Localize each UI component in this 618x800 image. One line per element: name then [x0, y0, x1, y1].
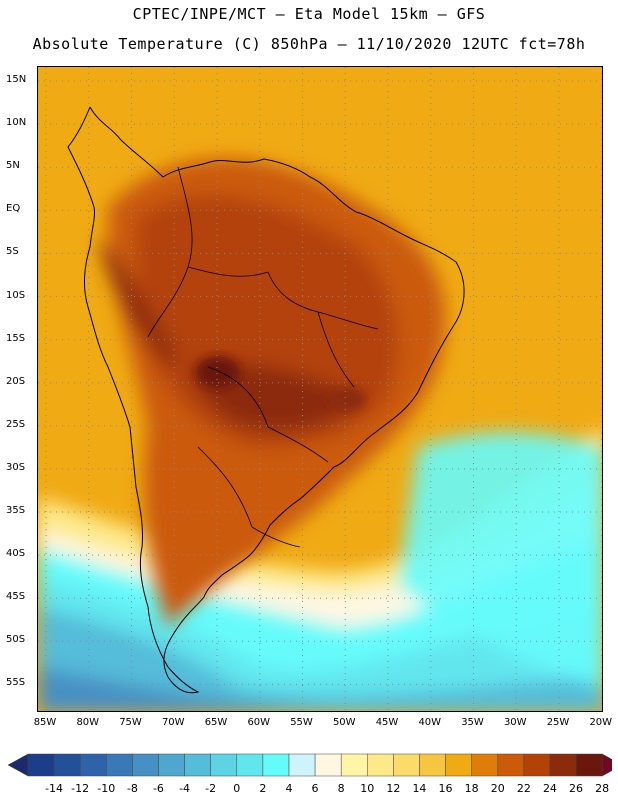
lon-label: 55W [290, 717, 313, 728]
lat-label: 10N [6, 117, 27, 129]
lat-label: 15S [6, 332, 26, 344]
legend-over-arrow [601, 753, 612, 777]
legend-swatch [314, 753, 342, 777]
legend-swatch [27, 753, 55, 777]
legend-tick-label: 2 [259, 782, 267, 795]
legend-tick-label: -6 [152, 782, 164, 795]
legend-swatch [106, 753, 133, 777]
title-line-2: Absolute Temperature (C) 850hPa – 11/10/… [32, 35, 586, 53]
legend-swatch [419, 753, 446, 777]
temperature-map [38, 67, 602, 711]
lat-label: 35S [6, 505, 26, 516]
lon-label: 65W [204, 717, 228, 728]
country-border [177, 166, 269, 277]
legend-tick-label: 14 [412, 782, 427, 795]
legend-swatch [445, 753, 472, 777]
lat-label: 40S [6, 548, 26, 560]
lat-label: 15N [6, 74, 27, 85]
legend-swatch [236, 753, 264, 777]
legend-swatch [523, 753, 551, 777]
legend-tick-label: -10 [97, 782, 116, 795]
country-border [317, 311, 355, 388]
legend-tick-label: 28 [595, 782, 610, 795]
lon-label: 75W [119, 717, 142, 728]
lon-label: 20W [589, 717, 613, 728]
legend-swatch [53, 753, 81, 777]
lat-label: 5N [6, 160, 20, 172]
legend-tick-label: -14 [45, 782, 64, 795]
country-border [267, 271, 379, 330]
lon-label: 25W [546, 717, 570, 728]
legend-tick-label: 12 [386, 782, 401, 795]
legend-swatch [79, 753, 107, 777]
lat-label: 55S [6, 677, 26, 689]
lat-label: 45S [6, 591, 26, 603]
legend-swatch [132, 753, 159, 777]
legend-swatch [262, 753, 290, 777]
legend-swatch [393, 753, 420, 777]
lon-label: 35W [461, 717, 484, 728]
legend-tick-label: 26 [569, 782, 584, 795]
legend-tick-label: -2 [205, 782, 217, 795]
lon-label: 70W [161, 717, 185, 728]
legend-under-arrow [7, 753, 29, 777]
legend-swatch [497, 753, 525, 777]
legend-tick-label: 6 [311, 782, 319, 795]
legend-swatch [210, 753, 238, 777]
lon-label: 40W [418, 717, 442, 728]
legend-tick-label: -12 [71, 782, 90, 795]
legend-tick-label: 0 [233, 782, 241, 795]
lat-label: 20S [6, 375, 26, 387]
legend-swatch [184, 753, 211, 777]
legend-swatch [158, 753, 185, 777]
lat-label: 10S [6, 289, 26, 301]
lat-label: 30S [6, 461, 26, 473]
legend-swatch [340, 753, 368, 777]
legend-tick-label: -4 [179, 782, 191, 795]
graticule [38, 67, 602, 711]
legend-tick-label: 4 [285, 782, 293, 795]
legend-swatch [575, 753, 603, 777]
country-border [267, 426, 329, 463]
legend-swatch [549, 753, 577, 777]
country-border [207, 366, 269, 428]
lon-label: 45W [375, 717, 399, 728]
legend-swatch [288, 753, 316, 777]
south-america-coastline [67, 106, 465, 694]
color-legend-bar [7, 753, 612, 777]
legend-swatch [471, 753, 499, 777]
country-border [251, 526, 301, 548]
lat-label: 5S [6, 246, 19, 258]
legend-tick-label: 24 [542, 782, 557, 795]
temperature-field [38, 67, 602, 711]
legend-tick-label: 8 [337, 782, 345, 795]
title-line-1: CPTEC/INPE/MCT – Eta Model 15km – GFS [132, 5, 486, 23]
legend-tick-label: 18 [464, 782, 479, 795]
coastline-and-borders [67, 106, 465, 694]
country-border [197, 446, 253, 528]
lon-label: 80W [76, 717, 100, 728]
legend-tick-label: 22 [516, 782, 531, 795]
lon-label: 60W [247, 717, 271, 728]
lon-label: 50W [332, 717, 356, 728]
legend-tick-label: -8 [126, 782, 138, 795]
lat-label: 25S [6, 418, 26, 430]
lon-label: 30W [503, 717, 527, 728]
legend-swatch [367, 753, 394, 777]
lat-label: 50S [6, 634, 26, 646]
country-border [147, 266, 189, 338]
legend-tick-label: 16 [438, 782, 453, 795]
lon-label: 85W [33, 717, 57, 728]
legend-tick-label: 10 [360, 782, 375, 795]
lat-label: EQ [6, 203, 21, 215]
legend-tick-label: 20 [490, 782, 505, 795]
map-panel [37, 66, 603, 712]
